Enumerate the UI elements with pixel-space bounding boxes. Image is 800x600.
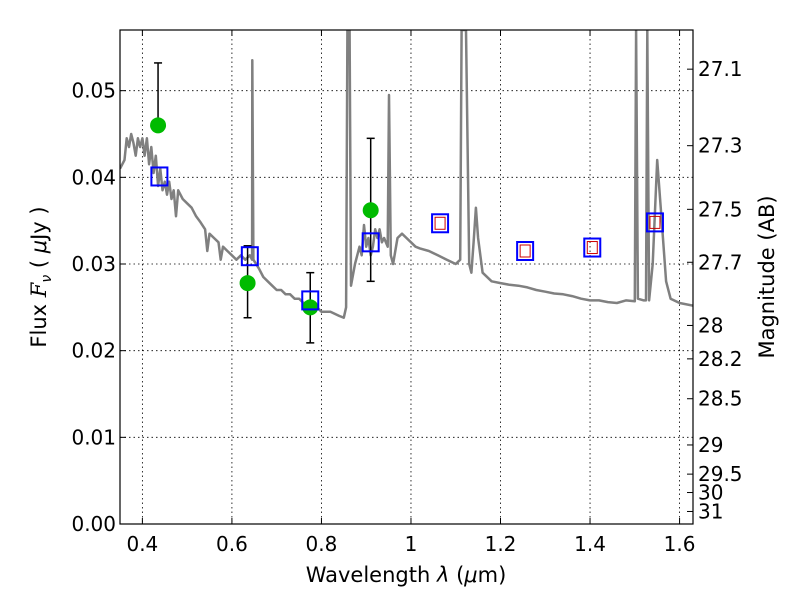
model-square <box>240 246 259 267</box>
plot-area <box>120 30 693 319</box>
x-tick-label: 1 <box>405 532 418 556</box>
y2-tick-label: 28.5 <box>698 387 743 411</box>
x-tick-label: 0.8 <box>306 532 338 556</box>
markers <box>150 62 664 344</box>
model-square <box>431 213 450 234</box>
right-axis-label: Magnitude (AB) <box>755 195 779 358</box>
model-square <box>645 212 664 233</box>
x-tick-label: 0.4 <box>126 532 158 556</box>
y-tick-label: 0.01 <box>71 425 116 449</box>
y-tick-label: 0.03 <box>71 252 116 276</box>
x-tick-label: 0.6 <box>216 532 248 556</box>
ticks: 0.4 0.6 0.8 1 1.2 1.4 1.6 0.00 0.01 0.02 0.03 0.04 0… <box>71 30 743 556</box>
y2-tick-label: 31 <box>698 499 723 523</box>
inner-square <box>586 241 598 255</box>
y2-tick-label: 28 <box>698 313 723 337</box>
y-tick-label: 0.04 <box>71 165 116 189</box>
inner-square <box>519 244 531 258</box>
inner-square <box>434 216 446 230</box>
y2-tick-label: 27.7 <box>698 250 743 274</box>
x-tick-label: 1.4 <box>574 532 606 556</box>
x-axis-label: Wavelength λ (μm) <box>306 563 507 587</box>
y-tick-label: 0.00 <box>71 512 116 536</box>
model-square <box>361 232 380 253</box>
y-tick-label: 0.05 <box>71 79 116 103</box>
x-tick-label: 1.2 <box>485 532 517 556</box>
x-tick-label: 1.6 <box>664 532 696 556</box>
y2-tick-label: 27.5 <box>698 197 743 221</box>
inner-square <box>649 215 661 229</box>
model-square <box>583 237 602 258</box>
grid-lines <box>120 30 693 524</box>
y2-tick-label: 29 <box>698 433 723 457</box>
y2-tick-label: 30 <box>698 481 723 505</box>
sed-model-line <box>120 30 693 319</box>
observed-point <box>150 117 167 134</box>
model-square <box>301 290 320 311</box>
plot-frame <box>119 29 694 525</box>
y2-tick-label: 27.3 <box>698 134 743 158</box>
observed-point <box>302 299 319 316</box>
observed-point <box>362 202 379 219</box>
model-square <box>150 166 169 187</box>
y-tick-label: 0.02 <box>71 339 116 363</box>
model-square <box>516 241 535 261</box>
y2-tick-label: 29.5 <box>698 462 743 486</box>
y-axis-label: Flux Fν ( μJy ) <box>27 206 55 347</box>
y2-tick-label: 28.2 <box>698 347 743 371</box>
y2-tick-label: 27.1 <box>698 57 743 81</box>
observed-point <box>239 275 256 292</box>
